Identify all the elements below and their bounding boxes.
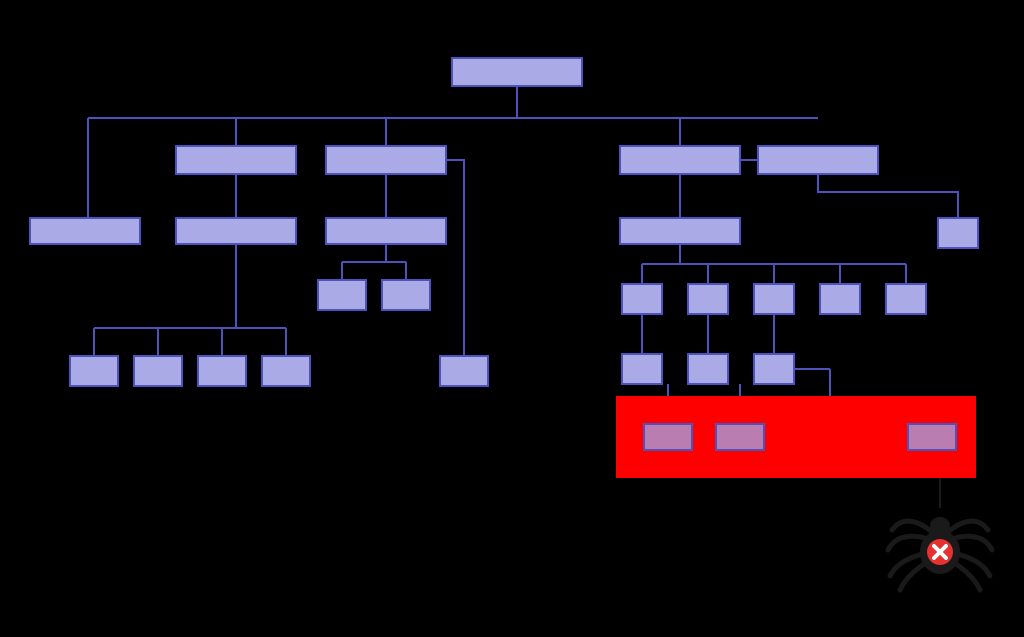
tree-node — [688, 354, 728, 384]
danger-node — [908, 424, 956, 450]
tree-node — [820, 284, 860, 314]
danger-node — [644, 424, 692, 450]
tree-node — [620, 218, 740, 244]
tree-node — [754, 354, 794, 384]
tree-node — [622, 284, 662, 314]
tree-node — [440, 356, 488, 386]
tree-node — [326, 218, 446, 244]
tree-node — [688, 284, 728, 314]
tree-node — [452, 58, 582, 86]
background — [0, 0, 1024, 637]
tree-node — [886, 284, 926, 314]
tree-diagram — [0, 0, 1024, 637]
tree-node — [938, 218, 978, 248]
tree-node — [70, 356, 118, 386]
tree-node — [622, 354, 662, 384]
tree-node — [262, 356, 310, 386]
tree-node — [198, 356, 246, 386]
tree-node — [620, 146, 740, 174]
tree-node — [30, 218, 140, 244]
tree-node — [326, 146, 446, 174]
tree-node — [754, 284, 794, 314]
tree-node — [176, 218, 296, 244]
tree-node — [134, 356, 182, 386]
tree-node — [318, 280, 366, 310]
danger-node — [716, 424, 764, 450]
spider-head — [930, 517, 950, 535]
tree-node — [176, 146, 296, 174]
tree-node — [758, 146, 878, 174]
tree-node — [382, 280, 430, 310]
